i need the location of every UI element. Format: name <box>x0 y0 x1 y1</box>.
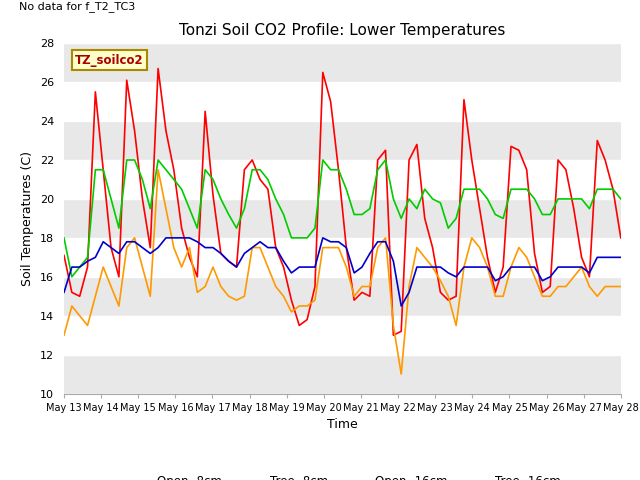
Title: Tonzi Soil CO2 Profile: Lower Temperatures: Tonzi Soil CO2 Profile: Lower Temperatur… <box>179 23 506 38</box>
X-axis label: Time: Time <box>327 418 358 431</box>
Text: No data for f_T2_TC3: No data for f_T2_TC3 <box>19 1 136 12</box>
Bar <box>64 355 621 394</box>
Legend: Open -8cm, Tree -8cm, Open -16cm, Tree -16cm: Open -8cm, Tree -8cm, Open -16cm, Tree -… <box>120 470 565 480</box>
Bar <box>64 121 621 160</box>
Bar <box>64 277 621 316</box>
Bar <box>64 199 621 238</box>
Y-axis label: Soil Temperatures (C): Soil Temperatures (C) <box>22 151 35 286</box>
Bar <box>64 43 621 82</box>
Text: TZ_soilco2: TZ_soilco2 <box>75 54 144 67</box>
